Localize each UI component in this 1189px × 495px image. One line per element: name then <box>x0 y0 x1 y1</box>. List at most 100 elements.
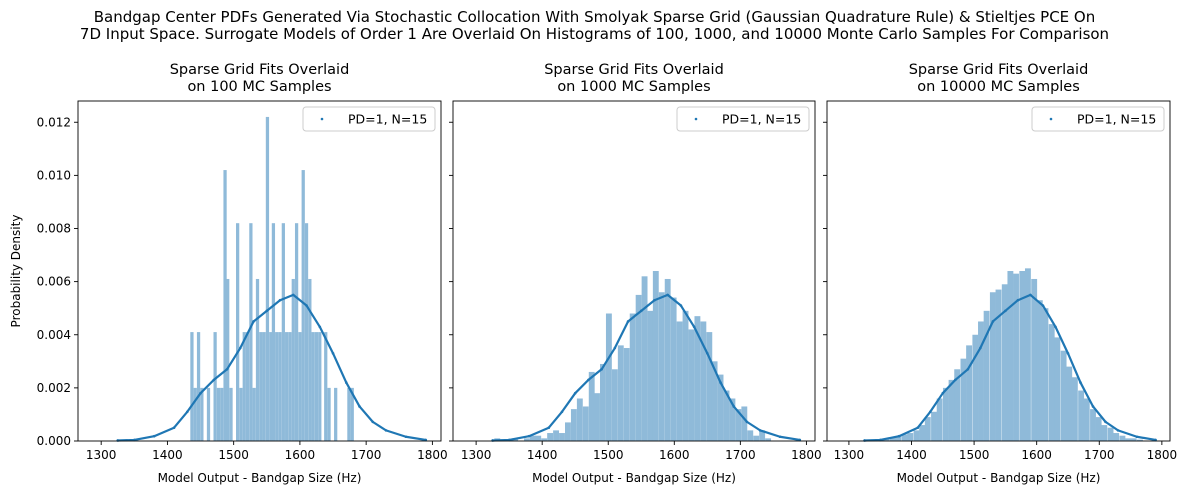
histogram-bar <box>226 278 230 441</box>
histogram-bar <box>611 369 618 441</box>
histogram-bar <box>1130 438 1137 441</box>
histogram-bar <box>271 223 276 441</box>
y-tick-label: 0.010 <box>37 168 71 182</box>
histogram-bar <box>664 278 671 441</box>
histogram-bar <box>541 438 548 441</box>
histogram-bar <box>314 332 319 441</box>
subplot-title-line1: Sparse Grid Fits Overlaid <box>544 62 724 78</box>
surrogate-curve <box>117 293 426 442</box>
surrogate-point <box>928 410 932 414</box>
surrogate-point <box>331 352 335 355</box>
histogram-bar <box>291 278 295 441</box>
histogram-bar <box>288 332 292 441</box>
histogram-bar <box>245 332 250 441</box>
histogram-bar <box>1119 435 1126 441</box>
x-tick-label: 1500 <box>218 448 249 462</box>
histogram-bar <box>190 332 194 441</box>
histogram-bar <box>529 435 536 441</box>
surrogate-point <box>199 391 202 395</box>
legend-box <box>1031 106 1165 132</box>
histogram-bar <box>901 434 908 441</box>
x-tick-label: 1400 <box>896 448 927 462</box>
legend-marker <box>320 117 324 121</box>
surrogate-point <box>1029 293 1032 297</box>
histogram-bar <box>308 278 312 441</box>
histogram-bar <box>670 297 677 441</box>
surrogate-point <box>252 320 255 323</box>
x-tick-label: 1700 <box>351 448 382 462</box>
histogram-bar <box>647 310 654 441</box>
histogram-bar <box>347 387 351 441</box>
histogram-bar <box>913 430 920 441</box>
x-tick-label: 1300 <box>461 448 492 462</box>
subplot-3: 1300 1400 1500 1600 1700 1800 Sparse Grid Fits… <box>823 62 1177 485</box>
surrogate-point <box>185 410 189 414</box>
histogram-bar <box>960 358 967 441</box>
surrogate-point <box>916 426 920 430</box>
histogram-bar <box>1060 350 1067 441</box>
histogram-bar <box>242 332 246 441</box>
histogram-bar <box>759 430 766 441</box>
x-tick-label: 1400 <box>527 448 558 462</box>
surrogate-point <box>305 304 308 307</box>
surrogate-point <box>778 435 782 439</box>
histogram-bar <box>588 371 595 441</box>
surrogate-point <box>547 426 551 430</box>
y-tick-label: 0.006 <box>37 275 71 289</box>
surrogate-point <box>318 325 322 329</box>
histogram-bar <box>200 387 204 441</box>
histogram-bar <box>334 387 338 441</box>
histogram-bar <box>535 435 542 441</box>
histogram-bar <box>924 417 931 441</box>
subplot-1: 1300 1400 1500 1600 1700 1800 0.000 0.002 0.004 0… <box>9 62 448 485</box>
y-axis-label: Probability Density <box>9 215 23 328</box>
histogram-bar <box>635 294 642 441</box>
surrogate-point <box>527 434 531 438</box>
histogram-bar <box>688 329 695 441</box>
histogram-bar <box>617 345 624 441</box>
surrogate-point <box>979 346 982 350</box>
legend-label: PD=1, N=15 <box>1077 112 1156 127</box>
axes-frame <box>452 100 816 442</box>
surrogate-point <box>1135 435 1139 439</box>
surrogate-point <box>1016 298 1020 302</box>
surrogate-point <box>732 405 736 408</box>
surrogate-point <box>954 378 957 382</box>
histogram-bar <box>294 223 299 441</box>
x-tick-label: 1700 <box>1084 448 1115 462</box>
surrogate-point <box>587 378 590 382</box>
histogram-bar <box>623 348 630 441</box>
y-tick-label: 0.012 <box>37 115 71 129</box>
histogram-bar <box>753 435 760 441</box>
histogram-bar <box>600 363 606 441</box>
histogram-bar <box>524 438 530 441</box>
histogram-bar <box>1001 284 1008 441</box>
histogram-bar <box>954 369 961 441</box>
surrogate-point <box>1004 309 1007 313</box>
surrogate-point <box>679 304 683 307</box>
x-tick-label: 1800 <box>417 448 448 462</box>
histogram-bar <box>553 430 559 441</box>
histogram-bar <box>931 411 937 441</box>
histogram-bar <box>936 398 943 441</box>
histogram-bar <box>304 223 309 441</box>
histogram-bar <box>652 271 659 441</box>
histogram-bar <box>966 345 973 441</box>
histogram-bar <box>324 332 328 441</box>
histogram-bar <box>213 332 217 441</box>
figure-suptitle-line1: Bandgap Center PDFs Generated Via Stocha… <box>93 8 1096 26</box>
x-tick-label: 1600 <box>285 448 316 462</box>
histogram-bar <box>948 379 955 441</box>
histogram-bar <box>265 116 270 441</box>
surrogate-point <box>666 293 669 297</box>
surrogate-point <box>238 346 242 350</box>
legend-marker <box>1049 117 1053 121</box>
histogram-bar <box>889 437 896 441</box>
legend: PD=1, N=15 <box>1031 106 1165 132</box>
histogram-bar <box>1066 366 1073 441</box>
x-tick-label: 1800 <box>791 448 822 462</box>
x-axis-label: Model Output - Bandgap Size (Hz) <box>897 471 1101 485</box>
histogram-bar <box>700 321 707 441</box>
histogram-bar <box>1042 308 1049 441</box>
histogram-bar <box>570 409 577 441</box>
